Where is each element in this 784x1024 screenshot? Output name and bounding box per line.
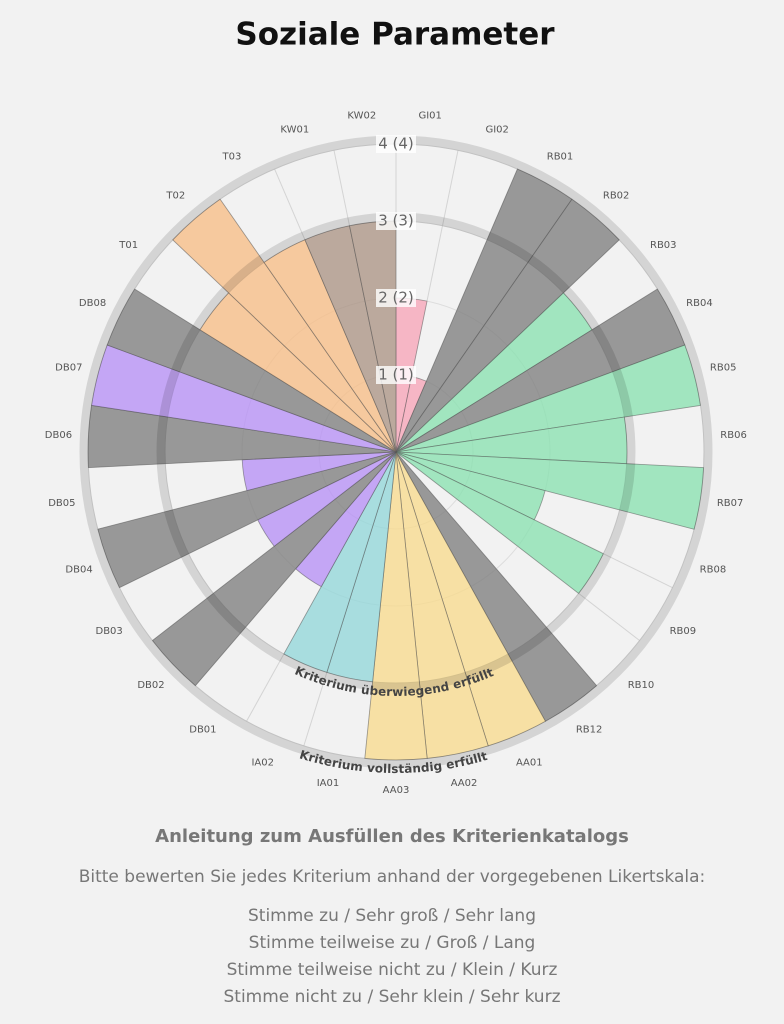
tick-label-bg [376, 135, 416, 153]
chart-title: Soziale Parameter [235, 17, 555, 53]
category-label: RB08 [700, 564, 727, 575]
category-label: DB08 [79, 298, 106, 309]
category-label: T02 [165, 191, 185, 202]
category-label: DB02 [137, 680, 164, 691]
instructions-heading: Anleitung zum Ausfüllen des Kriterienkat… [155, 826, 629, 847]
tick-label-bg [376, 289, 416, 307]
y-tick-label: 1 (1) [378, 366, 414, 384]
category-label: DB06 [45, 430, 72, 441]
scale-list: Stimme zu / Sehr groß / Sehr lang Stimme … [0, 903, 784, 1011]
category-label: IA02 [251, 758, 274, 769]
category-label: RB02 [603, 191, 630, 202]
category-label: GI02 [485, 125, 508, 136]
bar [395, 451, 705, 530]
instructions: Anleitung zum Ausfüllen des Kriterienkat… [0, 826, 784, 1011]
category-label: DB05 [48, 498, 75, 509]
scale-item: Stimme teilweise zu / Groß / Lang [248, 933, 536, 953]
scale-item: Stimme teilweise nicht zu / Klein / Kurz [226, 960, 558, 980]
tick-label-bg [376, 366, 416, 384]
tick-label-bg [376, 212, 416, 230]
y-tick-label: 3 (3) [378, 212, 414, 230]
bar [364, 451, 428, 761]
bar [172, 198, 397, 453]
bar [395, 451, 604, 594]
bar [283, 451, 397, 673]
category-label: AA02 [451, 778, 478, 789]
bar [97, 451, 397, 589]
category-label: T01 [118, 240, 138, 251]
category-label: T03 [222, 151, 242, 162]
category-label: KW02 [347, 111, 376, 122]
category-label: RB03 [650, 240, 677, 251]
category-label: RB12 [576, 724, 603, 735]
category-label: IA01 [317, 778, 340, 789]
category-label: DB03 [96, 626, 123, 637]
bar [106, 288, 397, 453]
category-label: AA01 [516, 758, 543, 769]
y-tick-label: 2 (2) [378, 289, 414, 307]
bar [395, 344, 701, 453]
category-label: RB01 [547, 151, 574, 162]
bar [395, 198, 620, 453]
category-label: KW01 [280, 125, 309, 136]
category-label: RB05 [710, 362, 737, 373]
category-label: AA03 [383, 785, 410, 796]
y-tick-label: 4 (4) [378, 135, 414, 153]
category-label: RB09 [670, 626, 697, 637]
category-label: DB04 [65, 564, 92, 575]
scale-item: Stimme zu / Sehr groß / Sehr lang [248, 906, 536, 926]
instructions-intro: Bitte bewerten Sie jedes Kriterium anhan… [78, 867, 706, 887]
category-label: RB04 [686, 298, 713, 309]
category-label: RB10 [628, 680, 655, 691]
scale-item: Stimme nicht zu / Sehr klein / Sehr kurz [223, 987, 561, 1007]
category-label: RB06 [720, 430, 747, 441]
category-label: DB07 [55, 362, 82, 373]
chart: Soziale Parameter GI01 GI02 RB01 RB02 RB03 RB… [45, 17, 747, 797]
category-label: GI01 [418, 111, 441, 122]
category-label: DB01 [189, 724, 216, 735]
bar [151, 451, 397, 687]
category-label: RB07 [717, 498, 744, 509]
